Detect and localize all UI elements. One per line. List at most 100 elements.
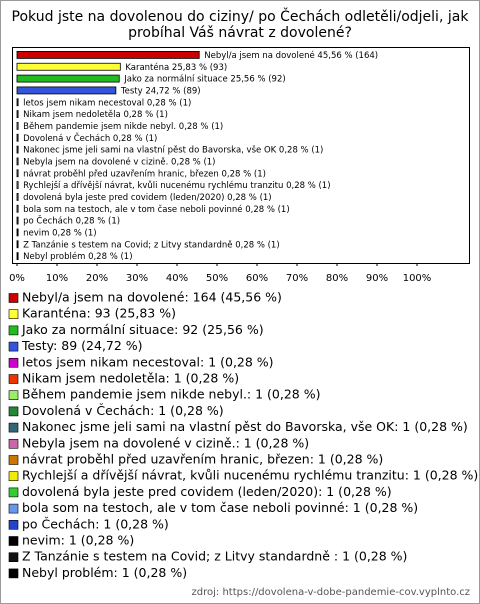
value-label: 45,56 % (164)	[317, 50, 378, 60]
category-label: Nebyl/a jsem na dovolené	[204, 49, 314, 60]
legend-label: Nebyl/a jsem na dovolené: 164 (45,56 %)	[22, 290, 282, 305]
legend-swatch	[8, 487, 19, 498]
x-tick-label: 100%	[403, 273, 432, 284]
bar-label: Jako za normální situace 25,56 % (92)	[123, 74, 285, 84]
x-tick-label: 30%	[126, 273, 148, 284]
bar	[16, 74, 120, 83]
bar-label: Z Tanzánie s testem na Covid; z Litvy st…	[23, 240, 280, 250]
bar-label: Rychlejší a dřívější návrat, kvůli nucen…	[23, 180, 330, 191]
value-label: 0,28 % (1)	[227, 192, 271, 202]
bar	[16, 145, 19, 154]
legend-label: Testy: 89 (24,72 %)	[21, 338, 143, 353]
legend-swatch	[8, 293, 19, 303]
legend-swatch	[8, 357, 19, 368]
bar-label: Nebyla jsem na dovolené v cizině. 0,28 %…	[23, 156, 215, 167]
bar-label: letos jsem nikam necestoval 0,28 % (1)	[23, 98, 191, 108]
category-label: letos jsem nikam necestoval	[23, 98, 144, 108]
legend-swatch	[8, 552, 19, 563]
legend-label: Nakonec jsme jeli sami na vlastní pěst d…	[22, 419, 468, 434]
legend-label: Z Tanzánie s testem na Covid; z Litvy st…	[22, 549, 407, 564]
bar	[16, 157, 19, 166]
bar-label: Nebyl/a jsem na dovolené 45,56 % (164)	[204, 49, 378, 60]
value-label: 0,28 % (1)	[123, 110, 167, 120]
bar-label: Nebyl problém 0,28 % (1)	[23, 251, 132, 262]
legend-label: Nebyl problém: 1 (0,28 %)	[22, 565, 187, 580]
bar	[16, 98, 19, 107]
bar-label: Karanténa 25,83 % (93)	[125, 61, 227, 72]
category-label: Nebyl problém	[23, 251, 85, 262]
bar	[16, 169, 19, 178]
category-label: Nakonec jsme jeli sami na vlastní pěst d…	[23, 144, 277, 155]
category-label: Rychlejší a dřívější návrat, kvůli nucen…	[23, 180, 283, 191]
legend-label: dovolená byla jeste pred covidem (leden/…	[22, 484, 392, 499]
x-tick-label: 70%	[286, 273, 308, 284]
legend-label: po Čechách: 1 (0,28 %)	[22, 516, 169, 531]
value-label: 0,28 % (1)	[171, 157, 215, 167]
category-label: nevim	[23, 228, 49, 238]
chart-title: probíhal Váš návrat z dovolené?	[128, 25, 352, 41]
bar	[16, 122, 19, 130]
bar	[16, 62, 121, 71]
bar-label: dovolená byla jeste pred covidem (leden/…	[23, 192, 272, 202]
bar	[16, 252, 19, 260]
bar-label: Nikam jsem nedoletěla 0,28 % (1)	[23, 110, 168, 120]
legend-swatch	[8, 455, 19, 465]
bar-label: nevim 0,28 % (1)	[23, 228, 96, 238]
bar	[16, 228, 19, 237]
category-label: dovolená byla jeste pred covidem (leden/…	[23, 192, 224, 202]
legend-label: Dovolená v Čechách: 1 (0,28 %)	[22, 403, 224, 418]
category-label: Jako za normální situace	[123, 74, 227, 84]
value-label: 0,28 % (1)	[113, 133, 157, 143]
legend-swatch	[8, 438, 19, 449]
bar-label: bola som na testoch, ale v tom čase nebo…	[23, 203, 290, 214]
bar	[16, 240, 19, 249]
legend-label: Karanténa: 93 (25,83 %)	[22, 306, 176, 321]
category-label: Dovolená v Čechách	[23, 131, 110, 143]
value-label: 24,72 % (89)	[145, 86, 200, 96]
legend-swatch	[8, 422, 19, 433]
x-tick-label: 0%	[9, 273, 25, 284]
legend-label: Nikam jsem nedoletěla: 1 (0,28 %)	[22, 371, 239, 386]
value-label: 25,56 % (92)	[230, 74, 285, 84]
value-label: 0,28 % (1)	[279, 145, 323, 155]
x-tick-label: 20%	[86, 273, 108, 284]
category-label: Nebyla jsem na dovolené v cizině.	[23, 156, 168, 167]
legend-swatch	[8, 390, 19, 401]
legend-label: letos jsem nikam necestoval: 1 (0,28 %)	[22, 354, 274, 369]
category-label: návrat proběhl před uzavřením hranic, bř…	[23, 169, 219, 179]
x-tick-label: 60%	[246, 273, 268, 284]
legend-label: Během pandemie jsem nikde nebyl.: 1 (0,2…	[22, 387, 320, 402]
bar	[16, 193, 19, 201]
legend-swatch	[8, 519, 19, 530]
legend-label: bola som na testoch, ale v tom čase nebo…	[22, 500, 418, 515]
bar	[16, 181, 19, 189]
chart-title: Pokud jste na dovolenou do ciziny/ po Če…	[12, 7, 470, 25]
category-label: Během pandemie jsem nikde nebyl.	[23, 121, 176, 131]
value-label: 0,28 % (1)	[235, 240, 279, 250]
value-label: 0,28 % (1)	[52, 228, 96, 238]
bar	[16, 133, 19, 142]
bar	[16, 86, 117, 95]
value-label: 0,28 % (1)	[221, 169, 265, 179]
legend-swatch	[8, 471, 19, 482]
legend-swatch	[8, 374, 19, 384]
legend-swatch	[8, 568, 19, 579]
bar-label: Během pandemie jsem nikde nebyl. 0,28 % …	[23, 121, 223, 131]
legend-swatch	[8, 406, 19, 417]
legend-swatch	[8, 503, 19, 514]
value-label: 0,28 % (1)	[76, 216, 120, 226]
legend-label: návrat proběhl před uzavřením hranic, bř…	[22, 452, 383, 467]
bar-label: po Čechách 0,28 % (1)	[23, 214, 120, 226]
category-label: Testy	[120, 86, 143, 96]
x-tick-label: 50%	[206, 273, 228, 284]
x-tick-label: 10%	[46, 273, 68, 284]
category-label: Nikam jsem nedoletěla	[23, 110, 121, 120]
legend-label: Jako za normální situace: 92 (25,56 %)	[21, 322, 264, 337]
plot-frame	[12, 47, 470, 264]
category-label: bola som na testoch, ale v tom čase nebo…	[23, 203, 242, 214]
value-label: 0,28 % (1)	[179, 121, 223, 131]
category-label: po Čechách	[23, 214, 73, 226]
legend-label: nevim: 1 (0,28 %)	[22, 533, 134, 548]
